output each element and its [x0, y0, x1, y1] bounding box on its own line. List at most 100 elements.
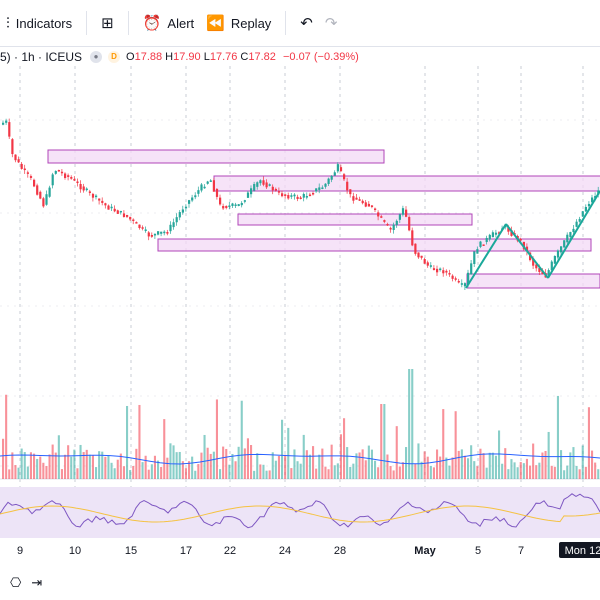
volume-bar: [302, 434, 305, 479]
volume-bar: [265, 470, 268, 479]
candle-body: [240, 202, 243, 206]
volume-bar: [141, 462, 144, 479]
candle-body: [51, 174, 54, 186]
x-axis-tick-label: Mon 12: [565, 545, 600, 557]
candle-body: [212, 180, 215, 192]
volume-bar: [324, 466, 327, 479]
volume-bar: [442, 409, 445, 479]
candle-body: [36, 185, 39, 195]
candle-body: [423, 259, 426, 264]
candle-body: [377, 212, 380, 217]
volume-bar: [327, 469, 330, 479]
chart-canvas[interactable]: 9 10 15 17 22 24 28 May 5 7 Mon 12: [0, 66, 600, 566]
volume-bar: [191, 456, 194, 479]
symbol-title[interactable]: 5) · 1h · ICEUS: [0, 50, 83, 64]
candle-body: [457, 280, 460, 283]
candle-body: [135, 222, 138, 224]
volume-bar: [594, 462, 597, 479]
volume-bar: [541, 452, 544, 479]
trend-line-segment: [505, 223, 549, 279]
volume-bar: [33, 453, 36, 479]
volume-bar: [563, 470, 566, 479]
candle-body: [26, 172, 29, 174]
volume-bar: [203, 434, 206, 479]
volume-bar: [284, 454, 287, 479]
support-resistance-zones[interactable]: [47, 149, 600, 289]
eye-toggle-icon[interactable]: ●: [90, 51, 103, 63]
undo-button[interactable]: ↶: [294, 0, 319, 46]
candle-body: [330, 175, 333, 180]
candle-body: [119, 210, 122, 213]
volume-bar: [401, 462, 404, 479]
candle-body: [54, 170, 57, 174]
candle-body: [256, 182, 259, 187]
volume-bar: [504, 448, 507, 479]
candle-body: [250, 188, 253, 195]
candle-body: [305, 196, 308, 198]
zigzag-trend-lines[interactable]: [465, 190, 600, 289]
candle-body: [228, 205, 231, 208]
candle-body: [104, 203, 107, 206]
volume-bar: [395, 426, 398, 479]
volume-bar: [308, 454, 311, 479]
layouts-button[interactable]: ⊞: [95, 0, 120, 46]
candle-body: [547, 270, 550, 276]
volume-bar: [333, 465, 336, 479]
x-axis-tick-label: 22: [224, 545, 236, 557]
candle-body: [569, 232, 572, 238]
volume-bar: [246, 438, 249, 479]
replay-button[interactable]: ⏪ Replay: [200, 0, 277, 46]
volume-moving-average-line: [0, 453, 600, 465]
candle-body: [333, 172, 336, 176]
volume-bar: [42, 462, 45, 479]
volume-bar: [575, 465, 578, 479]
volume-bar: [281, 419, 284, 479]
candle-body: [8, 122, 11, 137]
candle-body: [439, 268, 442, 271]
candle-body: [271, 186, 274, 191]
candle-body: [281, 193, 284, 197]
candle-body: [157, 231, 160, 235]
candle-body: [336, 164, 339, 172]
candle-body: [191, 197, 194, 201]
candle-body: [445, 270, 448, 273]
volume-bar: [188, 461, 191, 479]
candle-body: [395, 220, 398, 225]
redo-icon: ↷: [324, 14, 338, 32]
candle-body: [405, 209, 408, 217]
candle-body: [17, 159, 20, 163]
candle-body: [572, 228, 575, 232]
open-value: 17.88: [134, 51, 163, 63]
go-to-date-icon[interactable]: ⇥: [31, 575, 43, 591]
alert-button[interactable]: ⏰ Alert: [137, 0, 200, 46]
volume-bar: [110, 462, 113, 479]
volume-bar: [374, 460, 377, 479]
x-axis: 9 10 15 17 22 24 28 May 5 7 Mon 12: [17, 542, 600, 558]
volume-bar: [212, 451, 215, 479]
volume-bar: [144, 455, 147, 479]
candle-body: [525, 246, 529, 252]
candle-body: [76, 181, 79, 184]
volume-bar: [101, 451, 104, 479]
redo-button[interactable]: ↷: [319, 0, 344, 46]
candle-body: [262, 180, 265, 185]
calendar-range-icon[interactable]: ⎔: [10, 575, 22, 591]
volume-bar: [535, 465, 538, 479]
candle-body: [85, 188, 88, 191]
candle-body: [392, 224, 395, 231]
alert-label: Alert: [167, 15, 195, 31]
volume-bar: [556, 395, 559, 479]
volume-bar: [172, 445, 175, 479]
volume-bar: [48, 454, 51, 479]
volume-bar: [181, 461, 184, 479]
candle-body: [225, 206, 228, 208]
candle-body: [107, 205, 110, 210]
volume-bar: [305, 450, 308, 479]
volume-bar: [417, 443, 420, 479]
candle-body: [60, 171, 64, 174]
candle-body: [163, 231, 166, 234]
volume-bar: [135, 448, 138, 479]
indicators-button[interactable]: ⫶ Indicators: [0, 0, 78, 46]
volume-bar: [584, 466, 587, 479]
volume-bar: [129, 470, 132, 479]
